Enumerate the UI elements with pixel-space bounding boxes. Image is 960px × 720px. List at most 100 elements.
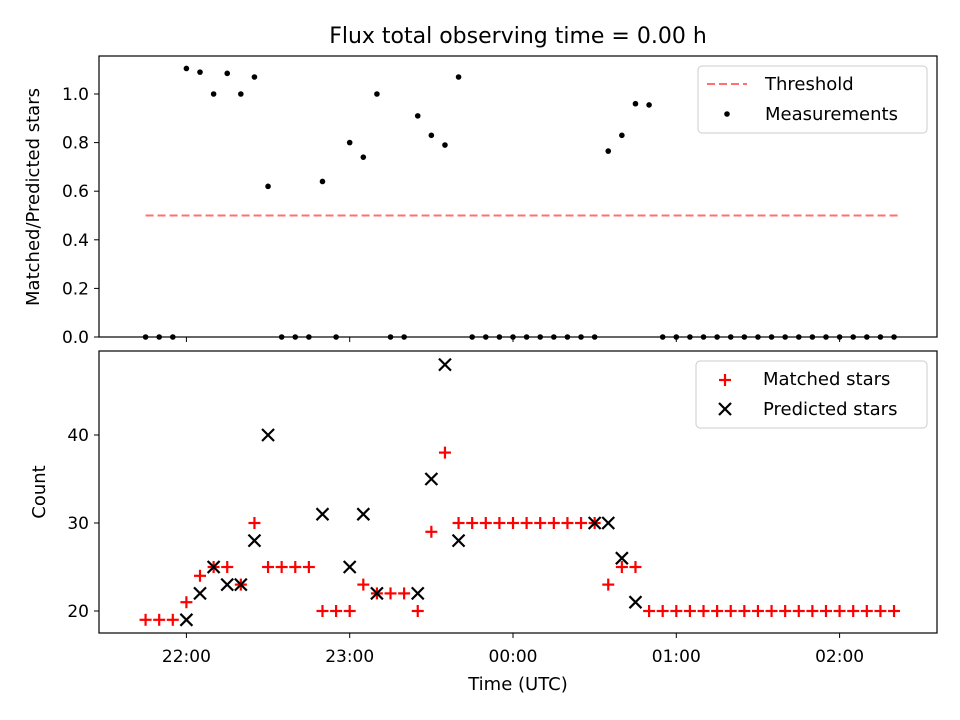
- matched-star-point: [629, 561, 642, 573]
- top-panel: Matched/Predicted stars 0.0 0.2 0.4 0.6 0.8 1…: [23, 55, 938, 348]
- measurement-point: [891, 334, 897, 340]
- legend-matched-swatch: [719, 374, 731, 386]
- x-axis-label: Time (UTC): [467, 674, 568, 695]
- matched-star-point: [874, 605, 887, 617]
- predicted-star-point: [220, 577, 235, 592]
- predicted-star-point: [193, 586, 207, 601]
- bottom-y-axis-label: Count: [29, 465, 50, 518]
- matched-star-point: [847, 605, 860, 617]
- measurement-point: [428, 132, 435, 139]
- bottom-axes-frame: [98, 350, 938, 634]
- predicted-star-point: [451, 533, 466, 548]
- bottom-legend: Matched stars Predicted stars: [695, 360, 928, 429]
- measurement-point: [537, 334, 544, 340]
- matched-star-point: [507, 517, 519, 529]
- measurement-point: [251, 74, 258, 80]
- matched-star-point: [248, 517, 261, 529]
- predicted-star-point: [356, 507, 371, 521]
- matched-star-point: [615, 561, 628, 573]
- measurement-point: [387, 334, 394, 340]
- bottom-legend-box: [695, 360, 928, 429]
- matched-star-point: [262, 561, 275, 573]
- matched-star-point: [860, 605, 873, 617]
- xtick-label: 02:00: [815, 647, 864, 667]
- matched-star-point: [724, 605, 737, 617]
- matched-star-point: [602, 578, 615, 591]
- measurement-point: [224, 70, 231, 77]
- predicted-star-point: [370, 586, 384, 601]
- top-ytick-label: 1.0: [62, 85, 89, 105]
- matched-star-point: [153, 613, 166, 626]
- measurement-point: [727, 334, 734, 340]
- measurement-point: [265, 183, 271, 190]
- matched-star-point: [493, 517, 506, 529]
- measurement-point: [741, 334, 748, 340]
- matched-star-point: [575, 517, 588, 529]
- measurement-point: [673, 334, 680, 340]
- predicted-star-point: [234, 577, 248, 592]
- top-legend: Threshold Measurements: [697, 65, 928, 134]
- measurement-point: [795, 334, 802, 340]
- top-y-axis-label: Matched/Predicted stars: [23, 88, 44, 306]
- bottom-ytick-label: 20: [67, 602, 89, 622]
- matched-star-point: [833, 605, 846, 617]
- matched-star-point: [438, 446, 451, 459]
- predicted-star-point: [206, 560, 221, 574]
- measurement-point: [401, 334, 407, 340]
- bottom-panel: Count Time (UTC) 20 30 40 22:00 23:00 00:00 0…: [29, 350, 938, 695]
- measurement-point: [319, 178, 326, 185]
- matched-star-point: [302, 561, 315, 573]
- matched-star-point: [765, 605, 778, 617]
- measurement-point: [455, 74, 462, 80]
- top-ytick-label: 0.8: [62, 134, 89, 154]
- matched-star-point: [316, 605, 329, 617]
- measurement-point: [700, 334, 707, 340]
- measurement-point: [469, 334, 475, 340]
- measurement-point: [197, 69, 203, 75]
- matched-star-point: [398, 587, 411, 600]
- measurement-point: [619, 132, 625, 139]
- measurement-point: [482, 334, 489, 340]
- measurement-point: [169, 334, 176, 340]
- measurement-point: [578, 334, 584, 340]
- measurement-point: [551, 334, 557, 340]
- matched-star-point: [561, 517, 574, 529]
- measurement-point: [210, 91, 217, 97]
- measurement-point: [346, 139, 353, 146]
- measurement-point: [414, 113, 421, 119]
- predicted-star-point: [615, 551, 629, 565]
- measurement-point: [333, 334, 339, 340]
- xtick-label: 00:00: [489, 647, 538, 667]
- matched-star-point: [534, 517, 547, 529]
- predicted-star-point: [587, 516, 602, 530]
- legend-predicted-label: Predicted stars: [763, 399, 897, 420]
- matched-star-point: [384, 587, 397, 600]
- predicted-star-point: [628, 595, 643, 609]
- matched-star-point: [289, 561, 302, 573]
- matched-star-point: [792, 605, 805, 617]
- matched-star-point: [806, 605, 819, 617]
- matched-star-point: [357, 578, 370, 591]
- measurement-point: [510, 334, 516, 340]
- measurement-point: [605, 148, 612, 154]
- top-ytick-label: 0.6: [62, 182, 89, 202]
- measurement-point: [360, 154, 367, 160]
- top-legend-box: [697, 65, 928, 134]
- legend-threshold-label: Threshold: [764, 74, 854, 95]
- matched-star-point: [194, 569, 207, 582]
- matched-star-point: [411, 605, 424, 617]
- measurement-point: [823, 334, 829, 340]
- measurement-point: [292, 334, 299, 340]
- matched-star-point: [425, 525, 438, 538]
- measurement-point: [836, 334, 843, 340]
- matched-star-point: [819, 605, 832, 617]
- matched-star-point: [697, 605, 710, 617]
- predicted-star-point: [179, 613, 194, 627]
- matched-star-point: [479, 517, 492, 529]
- top-axes-frame: [98, 55, 938, 338]
- predicted-star-point: [261, 428, 275, 442]
- matched-star-point: [683, 605, 696, 617]
- measurement-point: [659, 334, 666, 340]
- matched-star-point: [221, 561, 234, 573]
- measurement-point: [374, 91, 380, 97]
